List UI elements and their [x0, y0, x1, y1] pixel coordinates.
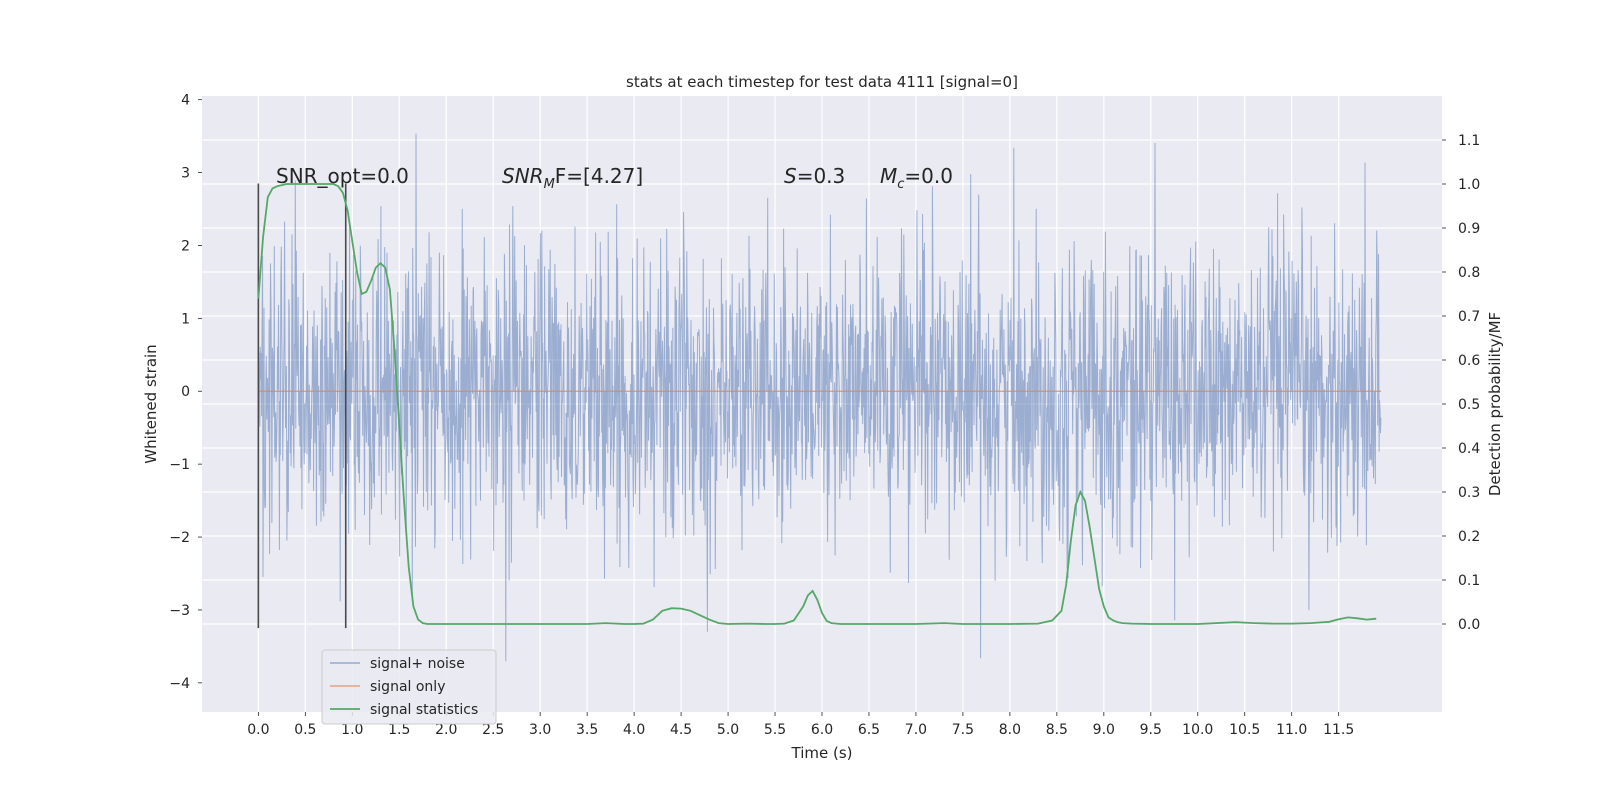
s-val: =0.3 — [797, 164, 846, 188]
right-y-tick-label: 0.1 — [1458, 573, 1480, 589]
legend-label-noise: signal+ noise — [370, 656, 465, 672]
snr-mf-sub: M — [544, 177, 555, 192]
x-tick-label: 6.0 — [811, 722, 833, 738]
x-tick-label: 11.5 — [1323, 722, 1354, 738]
series-signal-statistics — [257, 183, 1377, 625]
y-tick-labels: 4 3 2 1 0 −1 −2 −3 −4 — [169, 93, 202, 692]
y-tick-label: 1 — [181, 311, 190, 327]
y-tick-label: 3 — [181, 166, 190, 182]
y-axis-label: Whitened strain — [142, 344, 160, 463]
x-tick-label: 0.0 — [247, 722, 269, 738]
y-tick-label: −2 — [169, 530, 190, 546]
right-y-tick-label: 1.1 — [1458, 133, 1480, 149]
x-axis-label: Time (s) — [791, 744, 853, 762]
x-tick-label: 7.5 — [952, 722, 974, 738]
right-y-tick-label: 0.2 — [1458, 529, 1480, 545]
annotation-mc: Mc=0.0 — [880, 164, 953, 192]
right-y-tick-label: 0.4 — [1458, 441, 1480, 457]
right-y-tick-label: 0.9 — [1458, 221, 1480, 237]
x-tick-label: 5.0 — [717, 722, 739, 738]
x-tick-label: 8.5 — [1046, 722, 1068, 738]
marker-vertical-lines — [257, 183, 347, 629]
x-tick-label: 10.5 — [1229, 722, 1260, 738]
x-tick-label: 7.0 — [905, 722, 927, 738]
x-tick-label: 10.0 — [1182, 722, 1213, 738]
y-tick-label: 4 — [181, 93, 190, 109]
signal-statistics-line — [257, 183, 1377, 625]
x-tick-label: 0.5 — [294, 722, 316, 738]
x-tick-label: 2.0 — [435, 722, 457, 738]
right-y-tick-label: 0.3 — [1458, 485, 1480, 501]
noise-trace — [257, 133, 1382, 662]
legend-label-signal: signal only — [370, 679, 445, 695]
mc-sub: c — [897, 177, 904, 192]
right-y-axis-label: Detection probability/MF — [1486, 312, 1504, 496]
y-tick-label: 0 — [181, 384, 190, 400]
x-tick-label: 6.5 — [858, 722, 880, 738]
s-var: S — [784, 164, 797, 188]
x-tick-label: 5.5 — [764, 722, 786, 738]
mc-var: M — [880, 164, 897, 188]
right-y-tick-label: 0.0 — [1458, 617, 1480, 633]
annotation-snr-opt: SNR_opt=0.0 — [276, 164, 409, 188]
annotation-s: S=0.3 — [784, 164, 845, 188]
y-tick-label: 2 — [181, 238, 190, 254]
right-y-tick-label: 1.0 — [1458, 177, 1480, 193]
mc-val: =0.0 — [904, 164, 953, 188]
x-tick-label: 11.0 — [1276, 722, 1307, 738]
x-tick-labels: 0.0 0.5 1.0 1.5 2.0 2.5 3.0 3.5 4.0 4.5 5.0 5.5 6.0 6… — [247, 712, 1354, 738]
chart-title: stats at each timestep for test data 411… — [626, 73, 1018, 91]
x-tick-label: 9.5 — [1140, 722, 1162, 738]
x-tick-label: 4.5 — [670, 722, 692, 738]
right-y-tick-labels: 1.1 1.0 0.9 0.8 0.7 0.6 0.5 0.4 0.3 0.2 0.1 0.0 — [1442, 133, 1480, 633]
right-y-tick-label: 0.5 — [1458, 397, 1480, 413]
x-tick-label: 1.5 — [388, 722, 410, 738]
right-y-tick-label: 0.8 — [1458, 265, 1480, 281]
x-tick-label: 3.5 — [576, 722, 598, 738]
legend-box — [321, 649, 497, 725]
x-tick-label: 8.0 — [999, 722, 1021, 738]
x-tick-label: 3.0 — [529, 722, 551, 738]
x-tick-label: 2.5 — [482, 722, 504, 738]
series-signal-noise — [257, 133, 1382, 662]
y-tick-label: −4 — [169, 676, 190, 692]
x-tick-label: 4.0 — [623, 722, 645, 738]
right-y-tick-label: 0.7 — [1458, 309, 1480, 325]
legend: signal+ noise signal only signal statist… — [321, 649, 497, 725]
snr-mf-prefix: SNR — [502, 164, 544, 188]
legend-label-stats: signal statistics — [370, 702, 478, 718]
x-tick-label: 1.0 — [341, 722, 363, 738]
y-tick-label: −3 — [169, 603, 190, 619]
snr-mf-suffix: F=[4.27] — [555, 164, 643, 188]
right-y-tick-label: 0.6 — [1458, 353, 1480, 369]
x-tick-label: 9.0 — [1093, 722, 1115, 738]
annotation-snr-mf: SNRMF=[4.27] — [502, 164, 643, 192]
y-tick-label: −1 — [169, 457, 190, 473]
